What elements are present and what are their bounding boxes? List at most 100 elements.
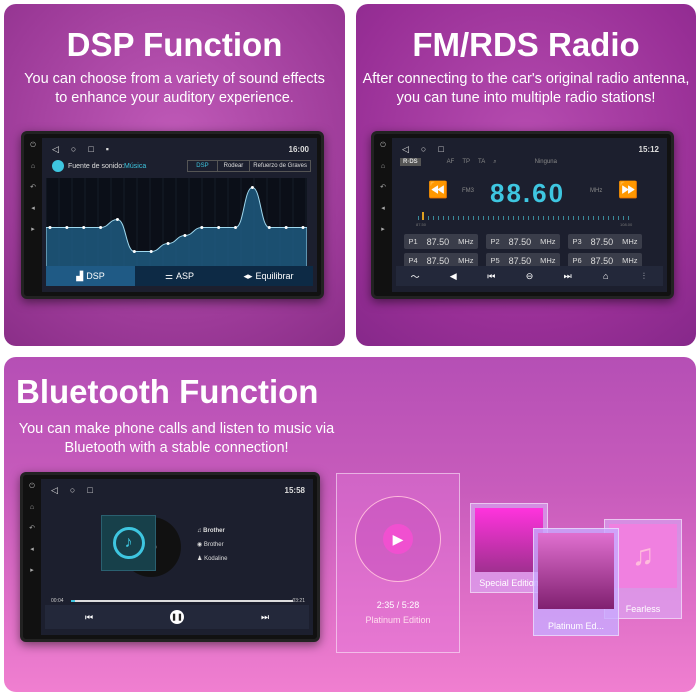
back-icon[interactable]: ◁ [52, 143, 59, 154]
eq-band-point[interactable] [65, 226, 69, 229]
range-min: 87.50 [416, 222, 427, 227]
eq-band-point[interactable] [149, 250, 153, 253]
eq-band-point[interactable] [234, 226, 238, 229]
power-icon[interactable] [52, 160, 64, 172]
side-buttons: ⏻ ⌂ ↶ ◂ ▸ [380, 142, 386, 233]
clock: 16:00 [288, 144, 309, 154]
back-icon[interactable]: ◁ [402, 143, 409, 154]
recents-icon[interactable]: □ [438, 144, 444, 154]
bt-screen: ⏻ ⌂ ↶ ◂ ▸ ◁ ○ □ 15:58 ♪ ♫ Brother ◉ Brother ♟ K… [20, 472, 320, 642]
dsp-screen: ⏻ ⌂ ↶ ◂ ▸ ◁ ○ □ ▪ 16:00 Fuente de sonido: Música … [21, 131, 324, 299]
tab-dsp[interactable]: DSP [188, 161, 218, 171]
bt-title: Bluetooth Function [16, 373, 319, 410]
total-time: 03:21 [292, 598, 305, 604]
eq-band-point[interactable] [82, 226, 86, 229]
progress-bar[interactable] [71, 600, 293, 602]
settings-icon[interactable]: ⫶ [642, 270, 646, 281]
recents-icon[interactable]: □ [87, 485, 93, 495]
previous-button[interactable]: ⏮ [84, 611, 94, 622]
rds-icon[interactable]: 〜 [410, 271, 420, 282]
pty-value[interactable]: Ninguna [534, 159, 557, 165]
fm-screen: ⏻ ⌂ ↶ ◂ ▸ ◁ ○ □ 15:12 R·DS AF TP TA ⌕ Ninguna ⏪… [371, 131, 674, 299]
bluetooth-panel: Bluetooth Function You can make phone ca… [4, 357, 696, 692]
band-label: FM3 [462, 188, 474, 194]
side-buttons: ⏻ ⌂ ↶ ◂ ▸ [30, 142, 36, 233]
fm-subtitle: After connecting to the car's original r… [362, 71, 690, 106]
tab-bass-boost[interactable]: Refuerzo de Graves [253, 163, 307, 169]
artist-name: ♟ Kodaline [197, 556, 228, 562]
nav-bar: ◁ ○ □ 15:12 [402, 142, 659, 156]
tab-rodear[interactable]: Rodear [218, 161, 251, 171]
source-label: Fuente de sonido: [68, 162, 125, 170]
album-icon: ◉ [197, 542, 203, 548]
equalizer-icon: ▟ [76, 270, 84, 281]
player-time: 2:35 / 5:28 [376, 600, 420, 610]
dsp-title: DSP Function [66, 26, 283, 63]
next-icon[interactable]: ⏭ [563, 270, 572, 281]
preset-p5[interactable]: P5 87.50 MHz [486, 253, 560, 268]
bottom-tab-dsp[interactable]: ▟ DSP [46, 266, 135, 286]
volume-icon[interactable]: ◀ [449, 270, 457, 281]
preset-p2[interactable]: P2 87.50 MHz [486, 234, 560, 249]
seek-back-icon[interactable]: ⏪ [428, 182, 448, 199]
af-toggle[interactable]: AF [446, 159, 455, 165]
fm-title: FM/RDS Radio [412, 26, 640, 63]
rds-button[interactable]: R·DS [400, 158, 421, 166]
eq-band-point[interactable] [48, 226, 52, 229]
album-art: ♪ [101, 515, 156, 571]
eq-band-point[interactable] [301, 226, 305, 229]
bluetooth-music-icon: ♪ [112, 527, 145, 559]
eq-band-point[interactable] [200, 226, 204, 229]
home-icon[interactable]: ○ [420, 144, 427, 154]
bt-subtitle: You can make phone calls and listen to m… [18, 421, 335, 456]
nav-bar: ◁ ○ □ 15:58 [51, 483, 305, 497]
next-button[interactable]: ⏭ [260, 611, 270, 622]
antenna-icon[interactable]: ⌂ [603, 271, 609, 281]
artist-icon: ♟ [197, 556, 203, 562]
dsp-subtitle: You can choose from a variety of sound e… [24, 71, 325, 106]
disc-play-icon[interactable]: ▶ [355, 496, 441, 582]
scan-icon[interactable]: ⊖ [525, 270, 534, 281]
home-icon[interactable]: ○ [69, 485, 76, 495]
home-icon[interactable]: ○ [70, 144, 77, 154]
pause-button[interactable]: ❚❚ [133, 605, 221, 629]
nav-bar: ◁ ○ □ ▪ 16:00 [52, 142, 309, 156]
preset-p3[interactable]: P3 87.50 MHz [568, 234, 642, 249]
bottom-tab-asp[interactable]: ⚌ ASP [164, 270, 195, 282]
elapsed-time: 00:04 [51, 598, 64, 604]
song-icon: ♫ [197, 528, 202, 534]
usb-icon: ▪ [105, 144, 109, 154]
eq-band-point[interactable] [115, 218, 119, 221]
side-buttons: ⏻ ⌂ ↶ ◂ ▸ [29, 483, 35, 574]
tuning-scale[interactable] [418, 216, 632, 220]
search-icon[interactable]: ⌕ [493, 158, 497, 165]
eq-band-point[interactable] [132, 250, 136, 253]
music-note-icon: ♫ [609, 524, 677, 588]
preset-p4[interactable]: P4 87.50 MHz [404, 253, 478, 268]
eq-band-point[interactable] [284, 226, 288, 229]
eq-band-point[interactable] [217, 226, 221, 229]
dsp-panel: DSP Function You can choose from a varie… [4, 4, 345, 346]
recents-icon[interactable]: □ [88, 144, 94, 154]
preset-p6[interactable]: P6 87.50 MHz [568, 253, 642, 268]
now-playing-card[interactable]: ▶ 2:35 / 5:28 Platinum Edition [336, 473, 460, 653]
eq-band-point[interactable] [267, 226, 271, 229]
clock: 15:58 [284, 485, 305, 495]
tp-toggle[interactable]: TP [462, 159, 471, 165]
ta-toggle[interactable]: TA [478, 159, 486, 165]
eq-band-point[interactable] [183, 234, 187, 237]
balance-icon: ◂▸ [243, 270, 253, 281]
range-max: 108.00 [620, 222, 633, 227]
album-card-platinum[interactable]: Platinum Ed... [533, 528, 619, 636]
back-icon[interactable]: ◁ [51, 484, 58, 495]
eq-band-point[interactable] [99, 226, 103, 229]
bottom-tab-balance[interactable]: ◂▸ Equilibrar [243, 270, 294, 282]
preset-p1[interactable]: P1 87.50 MHz [404, 234, 478, 249]
seek-forward-icon[interactable]: ⏩ [618, 182, 638, 199]
eq-curve [46, 186, 307, 268]
eq-band-point[interactable] [166, 242, 170, 245]
previous-icon[interactable]: ⏮ [487, 270, 496, 281]
eq-band-point[interactable] [250, 186, 254, 189]
clock: 15:12 [638, 144, 659, 154]
eq-graph[interactable] [46, 178, 307, 268]
